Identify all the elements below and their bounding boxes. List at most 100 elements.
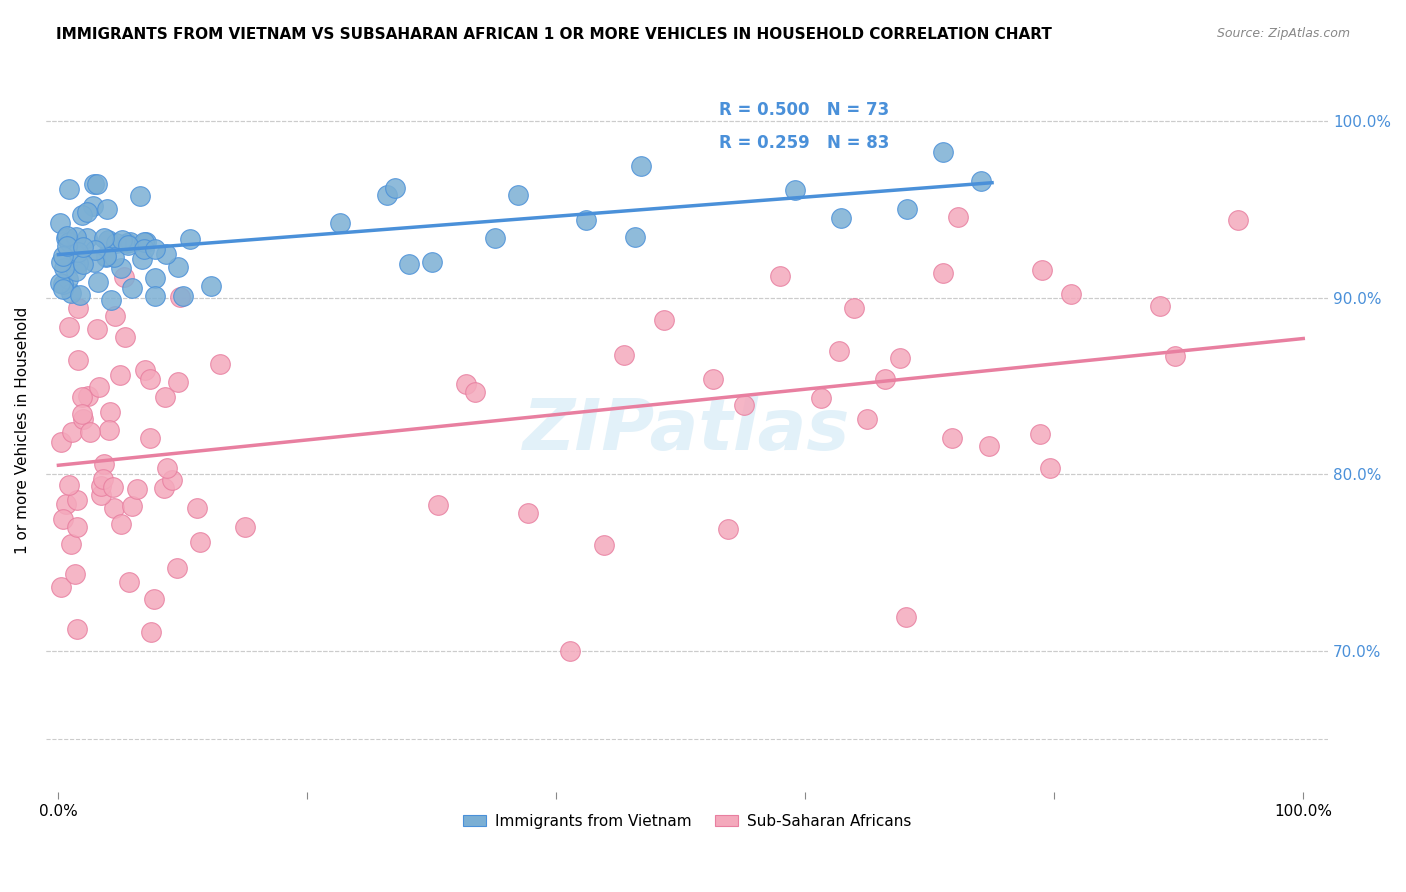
Point [93,231,115,245]
Point [209,357,232,371]
Point [558,644,581,658]
Point [932,266,955,280]
Point [48,216,70,230]
Point [53,260,76,275]
Point [83,178,105,192]
Point [932,145,955,159]
Point [652,312,675,326]
Point [94,250,117,264]
Point [48,276,70,290]
Point [66,256,89,270]
Point [769,268,792,283]
Point [115,235,138,250]
Point [733,398,755,412]
Text: R = 0.259   N = 83: R = 0.259 N = 83 [718,134,890,152]
Point [104,310,127,324]
Point [121,281,143,295]
Point [55,239,77,253]
Point [86,178,108,192]
Point [84,243,107,257]
Point [169,289,191,303]
Point [142,592,165,607]
Point [70,390,93,404]
Point [60,425,83,439]
Point [59,537,82,551]
Point [108,368,131,382]
Point [186,501,208,516]
Point [143,271,166,285]
Point [375,188,398,202]
Point [76,230,98,244]
Point [52,512,75,526]
Point [1226,213,1249,227]
Point [65,264,87,278]
Point [143,242,166,256]
Point [145,289,167,303]
Point [139,371,162,385]
Point [233,520,256,534]
Legend: Immigrants from Vietnam, Sub-Saharan Africans: Immigrants from Vietnam, Sub-Saharan Afr… [457,808,917,835]
Point [103,250,125,264]
Point [70,208,93,222]
Point [112,270,135,285]
Point [166,260,188,275]
Point [55,497,77,511]
Point [135,235,157,250]
Point [1149,299,1171,313]
Point [72,256,94,270]
Point [1060,286,1083,301]
Text: Source: ZipAtlas.com: Source: ZipAtlas.com [1216,27,1350,40]
Point [896,610,918,624]
Point [941,431,963,445]
Point [83,255,105,269]
Point [1029,427,1052,442]
Point [131,252,153,267]
Point [72,240,94,254]
Point [52,249,75,263]
Point [58,477,80,491]
Point [613,348,636,362]
Point [89,379,111,393]
Point [76,204,98,219]
Point [87,275,110,289]
Point [166,560,188,574]
Point [188,534,211,549]
Point [329,216,352,230]
Point [65,248,87,262]
Point [875,372,897,386]
Point [96,202,118,216]
Point [970,173,993,187]
Point [508,188,530,202]
Point [889,351,911,365]
Point [90,488,112,502]
Point [152,482,174,496]
Point [55,231,77,245]
Point [139,431,162,445]
Point [66,622,89,636]
Point [844,301,866,315]
Text: IMMIGRANTS FROM VIETNAM VS SUBSAHARAN AFRICAN 1 OR MORE VEHICLES IN HOUSEHOLD CO: IMMIGRANTS FROM VIETNAM VS SUBSAHARAN AF… [56,27,1052,42]
Point [384,180,406,194]
Point [98,405,121,419]
Point [896,202,918,217]
Point [179,232,201,246]
Point [172,289,194,303]
Point [132,242,155,256]
Text: ZIPatlas: ZIPatlas [523,396,851,465]
Point [65,566,87,581]
Point [118,575,141,590]
Point [98,423,121,437]
Point [856,412,879,426]
Point [66,520,89,534]
Point [111,233,134,247]
Point [121,499,143,513]
Point [100,293,122,307]
Point [1039,461,1062,475]
Point [117,238,139,252]
Point [49,255,72,269]
Point [200,279,222,293]
Point [155,246,177,260]
Point [96,249,118,263]
Point [58,235,80,250]
Point [464,384,486,399]
